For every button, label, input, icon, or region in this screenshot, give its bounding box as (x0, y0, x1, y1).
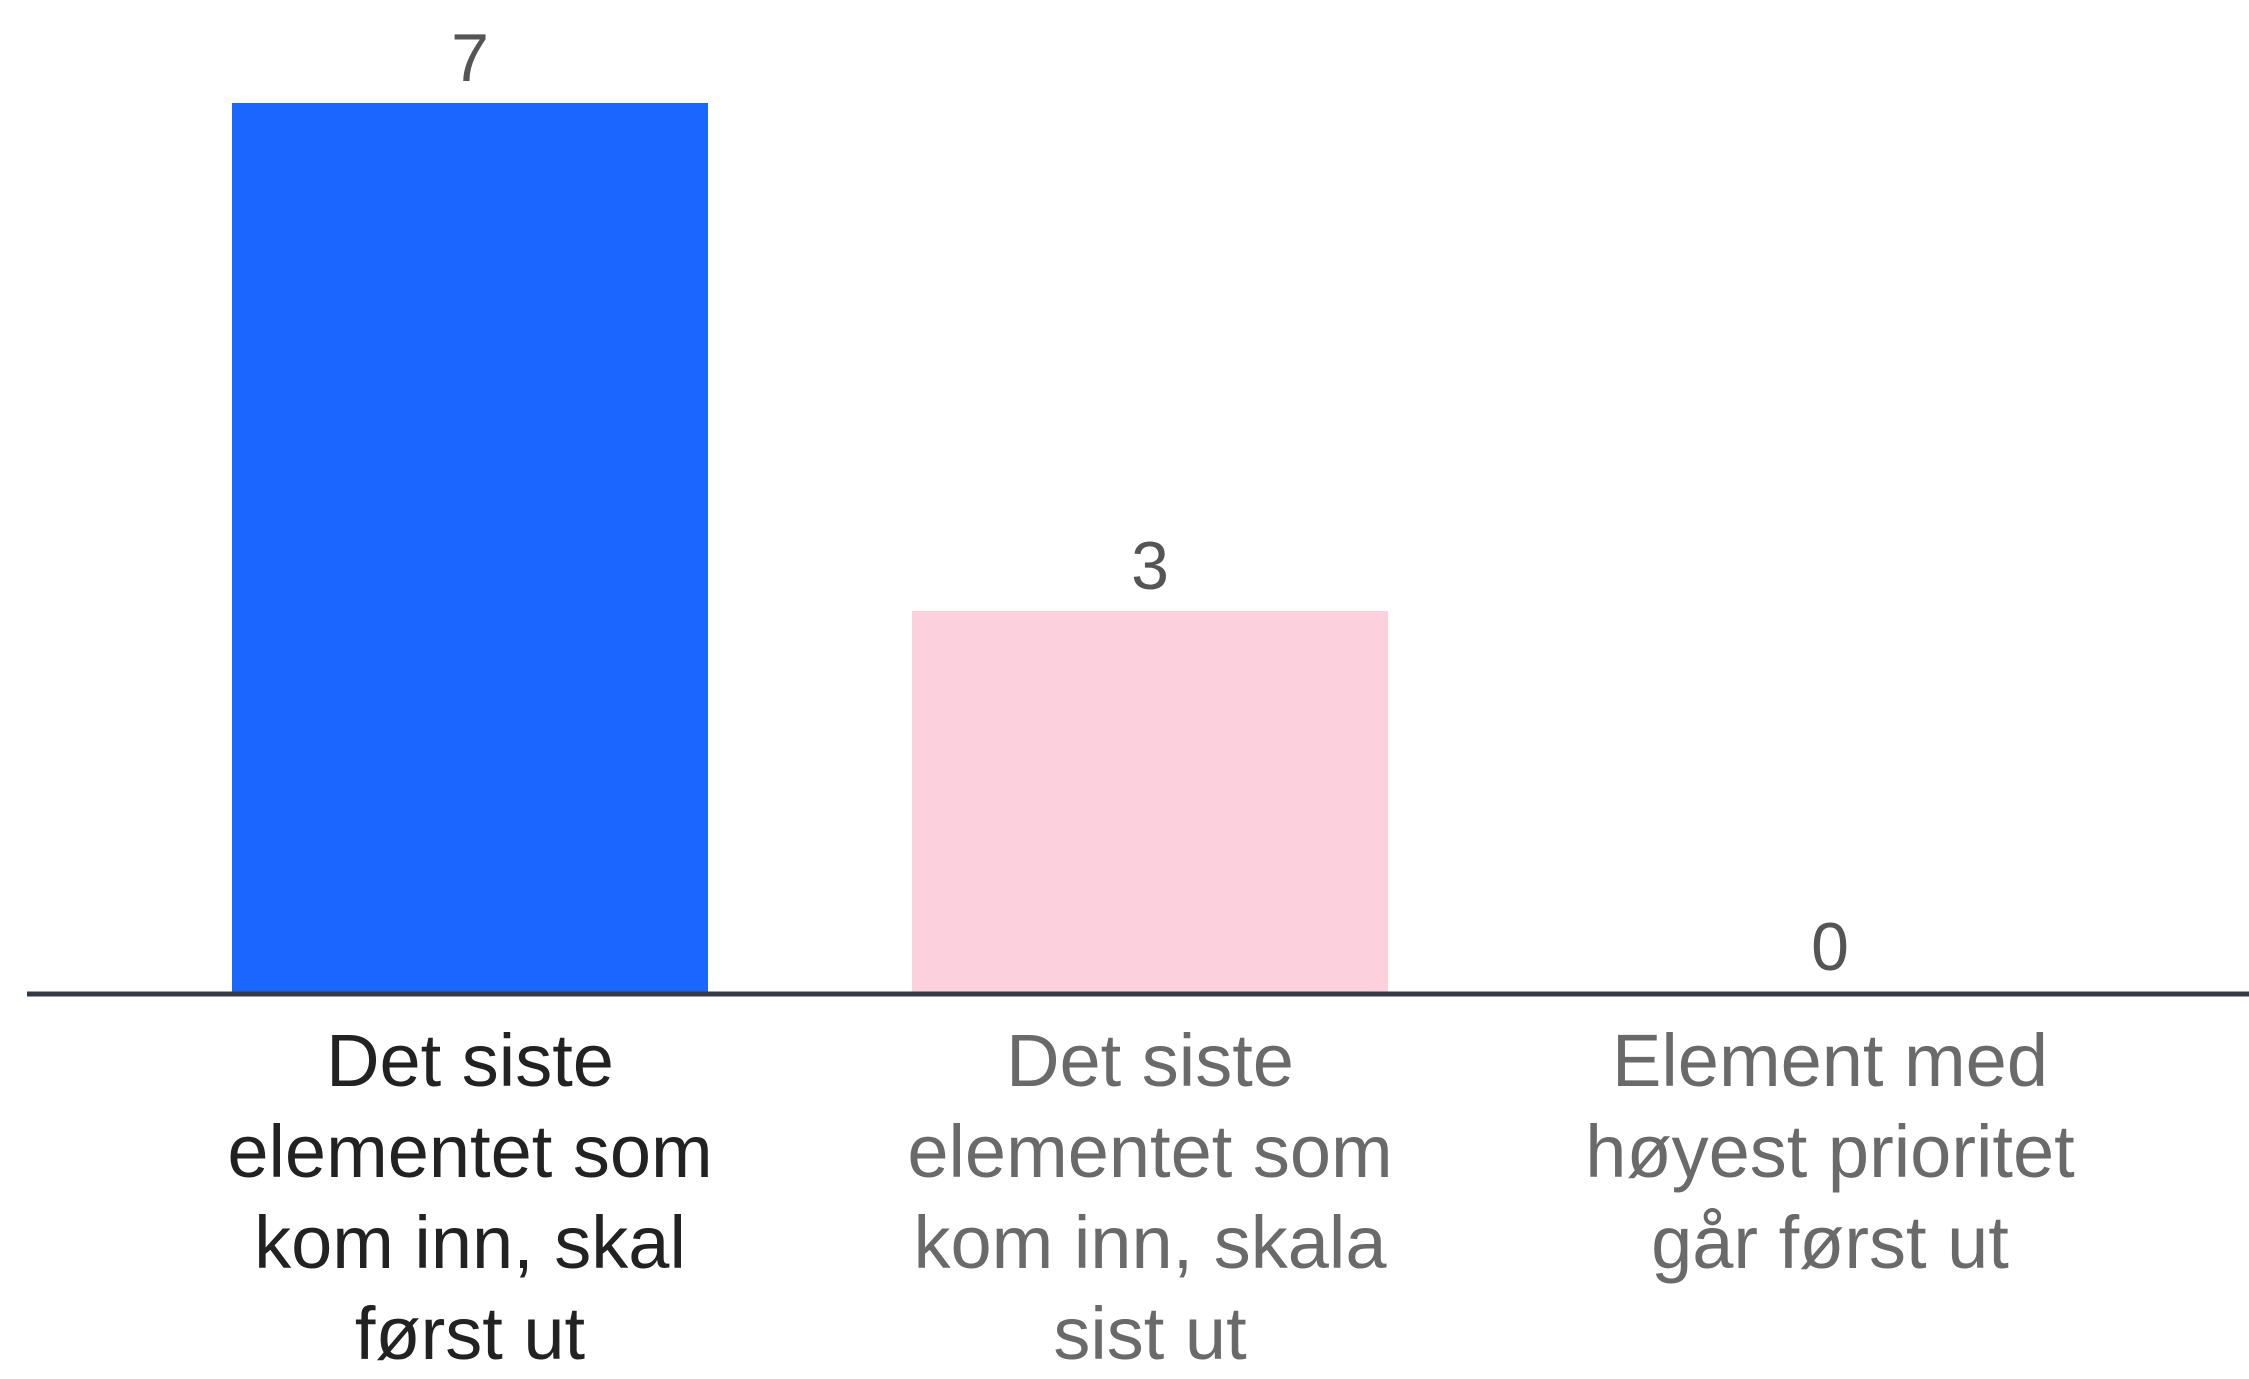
category-label: Det siste elementet som kom inn, skala s… (907, 1019, 1393, 1375)
value-label: 7 (451, 20, 489, 96)
value-label: 3 (1131, 528, 1169, 604)
category-label: Det siste elementet som kom inn, skal fø… (227, 1019, 713, 1375)
bar (912, 611, 1388, 992)
value-label: 0 (1811, 909, 1849, 985)
category-label: Element med høyest prioritet går først u… (1585, 1019, 2075, 1284)
bar (232, 103, 708, 992)
